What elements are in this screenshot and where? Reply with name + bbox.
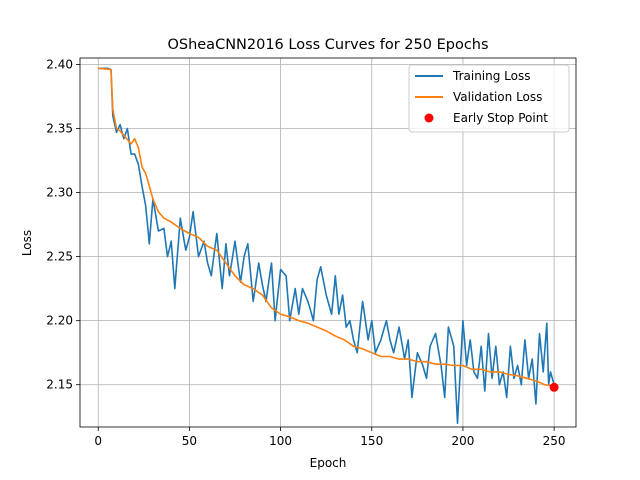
y-tick-label: 2.35 — [46, 121, 73, 135]
legend-box — [408, 64, 570, 133]
training-loss-line — [98, 67, 555, 424]
y-tick-label: 2.40 — [46, 57, 73, 71]
chart-title: OSheaCNN2016 Loss Curves for 250 Epochs — [167, 37, 488, 53]
legend-training-loss-label: Training Loss — [452, 69, 530, 83]
validation-loss-line — [98, 67, 555, 387]
early-stop-point — [549, 382, 559, 392]
x-tick-label: 200 — [451, 434, 474, 448]
x-tick-label: 250 — [543, 434, 566, 448]
x-tick-label: 0 — [94, 434, 102, 448]
legend: Training Loss Validation Loss Early Stop… — [408, 64, 570, 133]
legend-early-stop-marker — [424, 113, 434, 123]
x-tick-label: 150 — [360, 434, 383, 448]
x-tick-label: 100 — [269, 434, 292, 448]
y-tick-label: 2.25 — [46, 250, 73, 264]
axis-ticks: 0 50 100 150 200 250 2.15 2.20 2.25 2.30 2.35 2.40 — [46, 57, 565, 448]
x-axis-label: Epoch — [310, 456, 347, 470]
legend-validation-loss-label: Validation Loss — [453, 90, 542, 104]
legend-early-stop-label: Early Stop Point — [453, 111, 548, 125]
y-axis-label: Loss — [20, 230, 34, 256]
y-tick-label: 2.15 — [46, 378, 73, 392]
plot-frame — [79, 57, 577, 428]
y-tick-label: 2.30 — [46, 186, 73, 200]
series-layer — [98, 67, 559, 424]
y-tick-label: 2.20 — [46, 314, 73, 328]
x-tick-label: 50 — [182, 434, 197, 448]
